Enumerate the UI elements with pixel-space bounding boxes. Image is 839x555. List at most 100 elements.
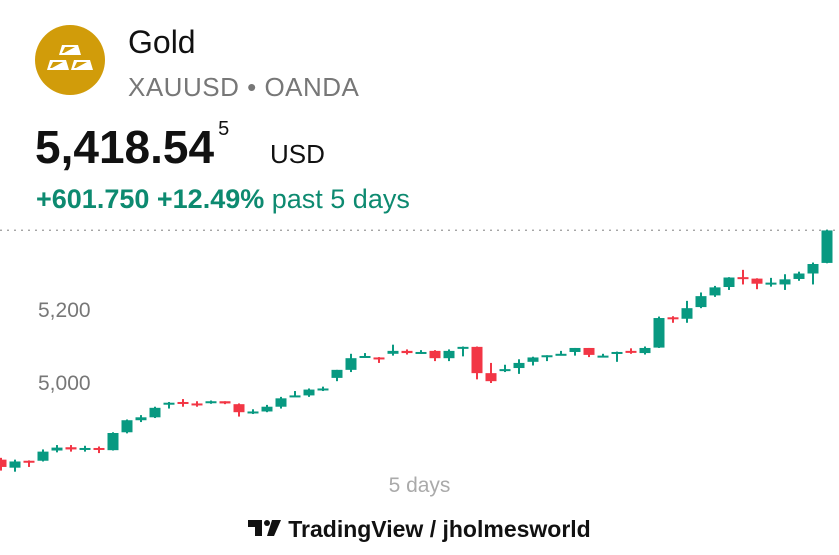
candle-body [65,447,77,450]
candle-up [555,350,567,356]
price-change: +601.750 +12.49% past 5 days [36,184,410,215]
y-tick-label: 5,000 [38,372,91,395]
candle-up [135,415,147,423]
candle-down [233,403,245,417]
candle-down [219,401,231,405]
candle-up [149,406,161,419]
candle-body [709,287,721,296]
candle-body [527,357,539,362]
candle-body [289,395,301,398]
candle-up [345,353,357,373]
candle-body [401,350,413,354]
candle-body [345,358,357,370]
separator-dot: • [247,72,257,102]
tradingview-logo-icon [248,517,282,544]
candle-body [485,373,497,382]
candle-body [541,355,553,358]
candle-body [317,388,329,391]
candle-up [821,229,833,264]
candle-down [23,460,35,467]
candle-down [65,445,77,452]
candle-body [499,369,511,372]
candle-body [0,459,7,467]
candle-up [597,353,609,358]
candle-body [681,308,693,319]
candle-body [149,407,161,418]
candle-body [163,402,175,405]
candle-body [779,279,791,285]
candle-body [331,369,343,378]
candle-down [177,399,189,407]
candle-body [51,447,63,451]
candle-body [429,350,441,359]
candle-up [569,347,581,356]
candle-up [443,349,455,362]
exchange-name: OANDA [264,72,360,102]
candle-body [359,355,371,358]
candle-body [513,362,525,369]
candle-body [639,347,651,354]
range-label[interactable]: 5 days [388,474,451,497]
change-value: +601.750 [36,184,150,214]
last-price: 5,418.54 5 [35,118,230,174]
y-tick-label: 5,200 [38,299,91,322]
candle-up [261,404,273,413]
candle-body [135,417,147,421]
candle-up [793,271,805,281]
candle-down [737,269,749,285]
candle-up [779,274,791,290]
candle-body [9,461,21,468]
candle-body [695,296,707,308]
candle-down [401,349,413,355]
candle-up [723,277,735,290]
candle-down [191,401,203,407]
candle-body [793,273,805,279]
candle-up [9,459,21,472]
candle-body [219,401,231,404]
candle-body [387,350,399,354]
candle-body [303,389,315,396]
candle-body [765,282,777,285]
symbol-name: Gold [128,24,196,60]
candle-up [163,401,175,409]
candle-up [457,346,469,357]
candle-body [261,406,273,412]
candle-up [331,369,343,382]
candle-body [177,401,189,404]
candle-down [583,347,595,358]
candle-up [205,400,217,404]
candle-body [625,350,637,353]
candle-down [471,346,483,380]
symbol-subtitle: XAUUSD • OANDA [128,72,359,103]
candle-body [205,401,217,404]
price-extra-digit: 5 [218,118,230,140]
candle-body [597,355,609,358]
candle-up [807,262,819,285]
candle-body [555,353,567,356]
candle-up [513,359,525,374]
candle-up [653,316,665,348]
candle-up [695,292,707,309]
change-period: past 5 days [271,184,410,214]
candle-up [289,391,301,398]
candle-body [443,350,455,359]
candle-down [0,457,7,471]
candle-up [51,445,63,453]
candle-up [765,277,777,287]
candle-up [121,419,133,434]
candle-up [541,355,553,362]
candle-body [37,451,49,461]
candle-body [121,420,133,433]
candle-body [457,346,469,349]
candle-up [303,388,315,397]
candle-up [107,432,119,451]
candle-up [359,353,371,358]
candle-down [485,362,497,383]
candle-up [611,351,623,362]
symbol-ticker: XAUUSD [128,72,240,102]
attribution: TradingView / jholmesworld [0,516,839,544]
candle-up [709,285,721,297]
candle-body [821,230,833,263]
candle-body [471,346,483,374]
